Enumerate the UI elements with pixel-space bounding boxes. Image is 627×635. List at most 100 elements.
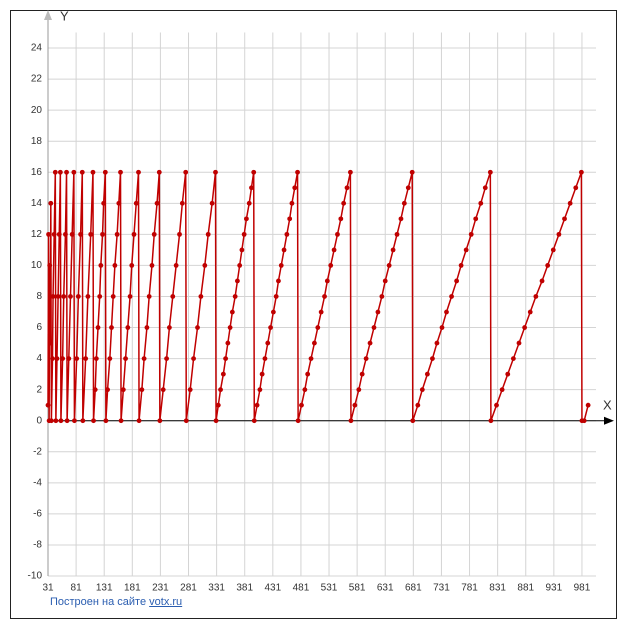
x-tick-label: 581	[349, 583, 366, 594]
y-tick-label: -8	[33, 540, 42, 551]
y-tick-label: 2	[36, 384, 42, 395]
data-point	[478, 200, 484, 206]
data-point	[127, 294, 133, 299]
x-tick-label: 731	[433, 583, 450, 594]
data-point	[424, 371, 430, 377]
data-point	[63, 231, 68, 237]
data-point	[578, 169, 584, 175]
data-point	[164, 356, 169, 361]
y-tick-label: -4	[33, 477, 42, 488]
data-point	[110, 294, 116, 299]
data-point	[244, 216, 249, 222]
y-tick-label: -2	[33, 446, 42, 457]
x-tick-label: 531	[321, 583, 338, 594]
footer-link[interactable]: votx.ru	[149, 596, 183, 608]
data-point	[85, 294, 91, 299]
data-point	[352, 402, 358, 408]
data-point	[179, 200, 185, 206]
data-point	[585, 402, 591, 408]
data-point	[157, 418, 163, 424]
data-point	[449, 294, 454, 299]
x-tick-label: 381	[236, 583, 253, 594]
data-point	[305, 371, 311, 377]
y-tick-label: 8	[36, 291, 42, 302]
x-tick-label: 681	[405, 583, 422, 594]
data-point	[154, 200, 160, 206]
data-point	[53, 418, 59, 424]
data-point	[232, 294, 238, 299]
data-point	[312, 340, 317, 346]
data-point	[379, 294, 385, 299]
data-point	[60, 356, 66, 361]
data-point	[54, 356, 60, 361]
data-point	[120, 387, 126, 393]
data-point	[289, 200, 295, 206]
data-point	[123, 356, 128, 361]
data-point	[439, 325, 445, 330]
y-tick-label: -6	[33, 509, 42, 520]
data-point	[72, 418, 77, 424]
data-point	[136, 418, 142, 424]
data-point	[75, 294, 81, 299]
data-point	[434, 340, 440, 346]
data-point	[198, 294, 204, 299]
data-point	[101, 200, 107, 206]
data-point	[69, 231, 75, 237]
data-point	[581, 418, 587, 424]
data-point	[322, 294, 327, 299]
data-point	[338, 216, 344, 222]
data-point	[45, 402, 51, 408]
data-point	[205, 231, 211, 237]
data-point	[131, 231, 137, 237]
data-point	[331, 247, 337, 253]
data-point	[51, 231, 57, 237]
y-tick-label: 18	[31, 136, 43, 147]
x-axis-label: X	[603, 397, 612, 412]
data-point	[444, 309, 449, 315]
x-tick-label: 431	[264, 583, 281, 594]
data-point	[292, 185, 298, 191]
data-point	[281, 247, 287, 253]
y-tick-label: 4	[36, 353, 42, 364]
data-point	[57, 169, 63, 175]
data-point	[112, 263, 118, 268]
data-point	[213, 418, 219, 424]
data-point	[202, 263, 208, 268]
data-point	[539, 278, 545, 284]
data-point	[237, 263, 243, 268]
data-point	[386, 263, 392, 268]
data-point	[149, 263, 155, 268]
x-tick-label: 881	[517, 583, 534, 594]
data-point	[302, 387, 308, 393]
data-point	[118, 418, 124, 424]
data-point	[209, 200, 215, 206]
data-point	[55, 294, 61, 299]
data-point	[545, 263, 551, 268]
data-point	[463, 247, 469, 253]
frame	[10, 10, 617, 619]
data-point	[239, 247, 245, 253]
data-point	[550, 247, 556, 253]
data-point	[487, 169, 493, 175]
data-point	[371, 325, 377, 330]
x-tick-label: 931	[546, 583, 563, 594]
data-point	[144, 325, 150, 330]
data-point	[522, 325, 528, 330]
data-point	[50, 356, 55, 361]
data-point	[246, 200, 252, 206]
data-point	[268, 325, 273, 330]
data-point	[71, 169, 77, 175]
y-tick-label: 24	[31, 43, 43, 54]
data-point	[556, 231, 562, 237]
data-point	[488, 418, 494, 424]
data-point	[105, 387, 110, 393]
data-point	[50, 294, 56, 299]
data-point	[241, 231, 247, 237]
data-point	[251, 169, 257, 175]
data-point	[468, 231, 474, 237]
data-point	[64, 418, 70, 424]
data-point	[100, 231, 105, 237]
data-point	[46, 231, 51, 237]
data-point	[90, 169, 96, 175]
